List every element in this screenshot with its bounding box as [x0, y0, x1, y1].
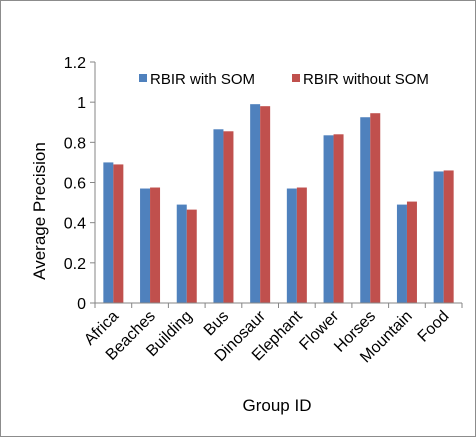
bar-flower-with-som — [323, 135, 334, 303]
y-tick-label: 0.6 — [64, 176, 86, 193]
bars — [103, 104, 454, 304]
bar-dinosaur-without-som — [260, 106, 271, 303]
bar-elephant-with-som — [286, 188, 297, 303]
bar-building-without-som — [186, 209, 197, 303]
y-tick-label: 1.2 — [64, 55, 86, 72]
bar-food-without-som — [443, 170, 454, 303]
x-axis-title: Group ID — [243, 396, 312, 415]
legend-swatch — [292, 74, 300, 82]
bar-food-with-som — [433, 171, 444, 303]
x-tick-label: Food — [415, 308, 453, 346]
bar-mountain-with-som — [396, 204, 407, 303]
legend: RBIR with SOM RBIR without SOM — [139, 71, 429, 88]
bar-mountain-without-som — [406, 201, 417, 303]
bar-horses-with-som — [360, 117, 371, 304]
y-tick-label: 0.2 — [64, 256, 86, 273]
bar-bus-with-som — [213, 129, 224, 303]
bar-africa-without-som — [113, 164, 124, 303]
legend-label: RBIR without SOM — [303, 71, 429, 88]
bar-beaches-with-som — [140, 188, 151, 303]
y-tick-label: 0.8 — [64, 135, 86, 152]
bar-africa-with-som — [103, 162, 114, 303]
bar-building-with-som — [176, 204, 187, 303]
bar-horses-without-som — [370, 113, 381, 304]
legend-swatch — [139, 74, 147, 82]
y-tick-label: 1 — [77, 95, 86, 112]
y-axis: 0 0.2 0.4 0.6 0.8 1 1.2 — [64, 55, 96, 313]
y-axis-title: Average Precision — [30, 142, 49, 280]
x-tick-label: Bus — [201, 308, 233, 340]
y-tick-label: 0 — [77, 296, 86, 313]
bar-elephant-without-som — [296, 187, 307, 303]
y-tick-label: 0.4 — [64, 216, 86, 233]
bar-beaches-without-som — [150, 187, 161, 303]
legend-label: RBIR with SOM — [150, 71, 255, 88]
bar-dinosaur-with-som — [250, 104, 261, 303]
bar-bus-without-som — [223, 131, 234, 303]
bar-flower-without-som — [333, 134, 344, 303]
